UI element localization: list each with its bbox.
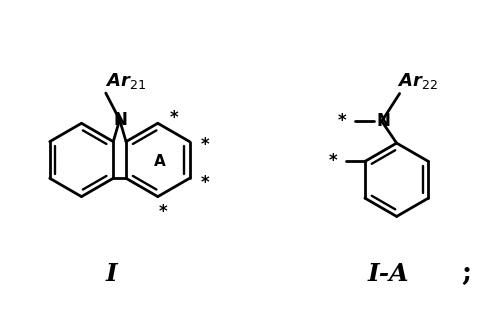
Text: *: *: [201, 136, 210, 154]
Text: *: *: [158, 203, 167, 222]
Text: ;: ;: [461, 260, 471, 287]
Text: Ar$_{22}$: Ar$_{22}$: [397, 71, 438, 91]
Text: I-A: I-A: [368, 262, 410, 286]
Text: N: N: [114, 111, 128, 129]
Text: Ar$_{21}$: Ar$_{21}$: [105, 71, 146, 91]
Text: *: *: [201, 174, 210, 192]
Text: *: *: [329, 152, 338, 171]
Text: A: A: [154, 154, 166, 169]
Text: N: N: [377, 112, 390, 130]
Text: I: I: [106, 262, 117, 286]
Text: *: *: [170, 109, 178, 127]
Text: *: *: [338, 112, 347, 130]
